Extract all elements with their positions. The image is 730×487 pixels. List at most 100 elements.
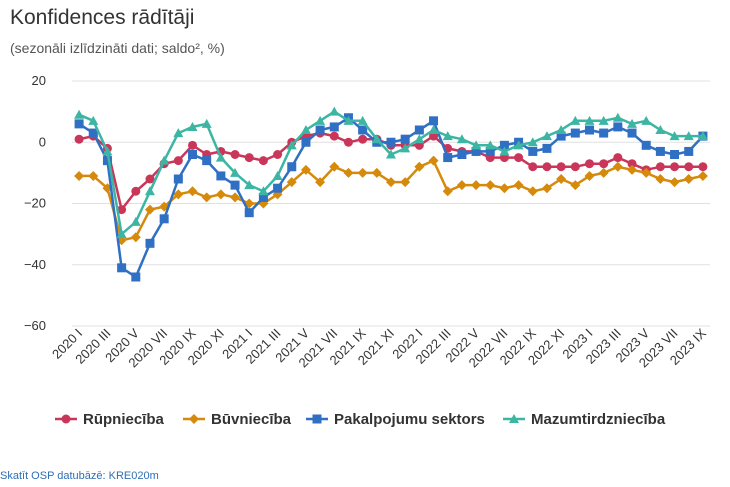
- data-point: [74, 170, 85, 181]
- data-point: [88, 115, 99, 125]
- series-lines: [74, 106, 708, 282]
- data-point: [485, 140, 496, 150]
- data-point: [230, 192, 241, 203]
- data-point: [570, 128, 580, 138]
- data-point: [343, 167, 354, 178]
- legend[interactable]: Rūpniecība Būvniecība Pakalpojumu sektors M…: [55, 411, 666, 428]
- data-point: [414, 125, 424, 135]
- data-point: [485, 146, 495, 156]
- data-point: [641, 140, 651, 150]
- data-point: [74, 119, 84, 129]
- data-point: [343, 137, 353, 147]
- data-point: [230, 167, 241, 177]
- data-point: [230, 150, 240, 159]
- data-point: [570, 180, 581, 191]
- data-point: [286, 177, 297, 188]
- data-point: [457, 150, 467, 159]
- data-point: [88, 128, 98, 138]
- series-3: [74, 106, 708, 239]
- data-point: [145, 174, 155, 184]
- y-axis: 20 0 −20 −40 −60: [24, 73, 46, 333]
- legend-item[interactable]: Mazumtirdzniecība: [503, 411, 666, 428]
- y-tick-label: −60: [24, 318, 46, 333]
- data-point: [244, 180, 255, 190]
- chart-subtitle: (sezonāli izlīdzināti dati; saldo², %): [10, 40, 225, 56]
- data-point: [215, 152, 226, 162]
- data-point: [528, 162, 538, 172]
- data-point: [527, 137, 538, 147]
- data-point: [400, 143, 411, 153]
- data-point: [244, 153, 254, 163]
- source-link[interactable]: Skatīt OSP datubāzē: KRE020m: [0, 470, 159, 482]
- data-point: [456, 180, 467, 191]
- data-point: [570, 162, 580, 172]
- data-point: [187, 121, 198, 131]
- data-point: [655, 162, 665, 172]
- data-point: [315, 125, 325, 135]
- data-point: [244, 208, 254, 218]
- legend-marker: [312, 414, 322, 424]
- data-point: [471, 180, 482, 191]
- data-point: [429, 116, 439, 126]
- data-point: [443, 153, 453, 163]
- data-point: [329, 131, 339, 141]
- data-point: [202, 156, 212, 166]
- data-point: [697, 170, 708, 181]
- data-point: [471, 140, 482, 150]
- data-point: [542, 143, 552, 153]
- data-point: [684, 146, 694, 156]
- data-point: [599, 128, 609, 138]
- data-point: [513, 180, 524, 191]
- data-point: [300, 125, 311, 134]
- data-point: [329, 161, 340, 172]
- data-point: [428, 125, 439, 134]
- data-point: [315, 177, 326, 188]
- data-point: [556, 162, 566, 172]
- data-point: [584, 115, 595, 125]
- data-point: [683, 174, 694, 184]
- data-point: [542, 162, 552, 172]
- data-point: [598, 115, 609, 125]
- data-point: [670, 150, 680, 159]
- data-point: [273, 183, 283, 193]
- data-point: [131, 272, 141, 282]
- data-point: [273, 150, 283, 159]
- data-point: [655, 125, 666, 134]
- data-point: [442, 131, 453, 141]
- data-point: [556, 131, 566, 141]
- data-point: [173, 189, 184, 200]
- data-point: [358, 134, 368, 144]
- legend-item[interactable]: Būvniecība: [183, 411, 292, 428]
- y-tick-label: 0: [39, 134, 46, 149]
- data-point: [655, 146, 665, 156]
- data-point: [613, 153, 623, 163]
- data-point: [414, 134, 425, 144]
- data-point: [684, 162, 694, 172]
- data-point: [117, 205, 127, 215]
- legend-item[interactable]: Pakalpojumu sektors: [306, 411, 485, 428]
- data-point: [300, 164, 311, 175]
- data-point: [612, 112, 623, 122]
- data-point: [670, 162, 680, 172]
- data-point: [612, 161, 623, 172]
- data-point: [130, 232, 141, 243]
- data-point: [216, 171, 226, 181]
- data-point: [144, 186, 155, 196]
- data-point: [145, 238, 155, 248]
- data-point: [528, 146, 538, 156]
- data-point: [400, 134, 410, 144]
- data-point: [627, 118, 638, 128]
- chart-title: Konfidences rādītāji: [10, 6, 195, 29]
- data-point: [173, 156, 183, 166]
- legend-item[interactable]: Rūpniecība: [55, 411, 165, 428]
- series-line: [79, 159, 704, 242]
- data-point: [485, 180, 496, 191]
- data-point: [130, 216, 141, 226]
- legend-label: Mazumtirdzniecība: [531, 411, 666, 428]
- data-point: [144, 204, 155, 215]
- data-point: [357, 167, 368, 178]
- data-point: [358, 125, 368, 135]
- data-point: [201, 118, 212, 128]
- data-point: [627, 128, 637, 138]
